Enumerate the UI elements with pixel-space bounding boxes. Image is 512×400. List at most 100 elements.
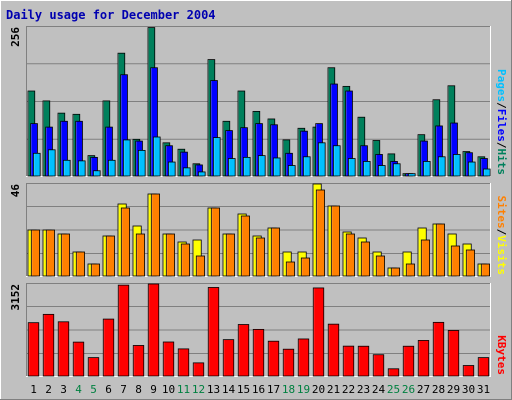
bar-pages-day-16 bbox=[257, 155, 266, 177]
bar-kbytes-day-29 bbox=[447, 330, 460, 377]
bar-pages-day-11-outline bbox=[182, 167, 191, 177]
bar-sites-day-5-outline bbox=[90, 263, 100, 277]
bar-files-day-22-fill bbox=[345, 91, 353, 176]
bar-sites-day-29-outline bbox=[450, 245, 460, 277]
bar-sites-day-16-fill bbox=[256, 238, 265, 276]
bar-pages-day-1-outline bbox=[33, 152, 41, 177]
bar-pages-day-22-outline bbox=[347, 158, 356, 177]
bar-kbytes-day-11 bbox=[177, 348, 190, 377]
y-max-label-panel-2: 46 bbox=[9, 184, 22, 198]
bar-sites-day-8-fill bbox=[136, 234, 145, 276]
bar-sites-day-4 bbox=[75, 251, 85, 277]
x-tick-label-day-28: 28 bbox=[432, 383, 445, 396]
bar-sites-day-7 bbox=[120, 207, 130, 277]
bar-files-day-15-fill bbox=[240, 127, 248, 176]
bar-kbytes-day-17 bbox=[267, 340, 280, 377]
bar-sites-day-3 bbox=[60, 233, 70, 277]
bar-sites-day-19-outline bbox=[300, 257, 310, 277]
x-tick-label-day-10: 10 bbox=[162, 383, 175, 396]
bar-sites-day-6 bbox=[105, 235, 115, 277]
legend-part: Hits bbox=[495, 149, 508, 176]
bar-files-day-12-fill bbox=[195, 164, 203, 176]
bar-kbytes-day-27 bbox=[417, 340, 430, 377]
bar-pages-day-21-fill bbox=[333, 145, 341, 176]
bar-kbytes-day-19 bbox=[297, 338, 310, 377]
bar-pages-day-21-outline bbox=[332, 145, 341, 177]
y-max-label-panel-1: 256 bbox=[9, 27, 22, 47]
bar-sites-day-7-fill bbox=[121, 208, 130, 276]
chart-panel-2: 46 Sites/Visits bbox=[9, 183, 508, 277]
bar-pages-day-7-fill bbox=[123, 139, 131, 176]
bar-kbytes-day-9 bbox=[147, 283, 160, 377]
x-tick-label-day-6: 6 bbox=[105, 383, 112, 396]
bar-sites-day-9-outline bbox=[150, 193, 160, 277]
bar-sites-day-4-fill bbox=[76, 252, 85, 276]
bar-pages-day-13-outline bbox=[212, 137, 221, 177]
bar-kbytes-day-31 bbox=[477, 357, 490, 377]
bar-pages-day-27 bbox=[422, 161, 431, 177]
bar-pages-day-28-fill bbox=[438, 156, 446, 176]
bar-pages-day-8-fill bbox=[138, 150, 146, 176]
bar-kbytes-day-12-fill bbox=[193, 362, 204, 376]
bar-pages-day-6-outline bbox=[108, 159, 116, 177]
x-tick-label-day-17: 17 bbox=[267, 383, 280, 396]
bar-sites-day-17 bbox=[270, 227, 280, 277]
bar-kbytes-day-1-outline bbox=[27, 322, 40, 377]
bar-kbytes-day-5-outline bbox=[87, 357, 100, 377]
bar-sites-day-9 bbox=[150, 193, 160, 277]
x-tick-label-day-26: 26 bbox=[402, 383, 415, 396]
bar-sites-day-12-outline bbox=[195, 255, 205, 277]
bar-pages-day-1 bbox=[33, 152, 41, 177]
bar-kbytes-day-10-fill bbox=[163, 341, 174, 376]
bar-files-day-14-fill bbox=[225, 130, 233, 176]
chart-panel-3: 3152 KBytes bbox=[9, 283, 508, 377]
bar-sites-day-27-fill bbox=[421, 240, 430, 276]
x-tick-label-day-12: 12 bbox=[192, 383, 205, 396]
bar-pages-day-24 bbox=[377, 165, 386, 177]
bar-files-day-5-fill bbox=[90, 157, 98, 176]
bar-kbytes-day-22-outline bbox=[342, 345, 355, 377]
x-tick-label-day-8: 8 bbox=[135, 383, 142, 396]
bar-pages-day-13-fill bbox=[213, 137, 221, 176]
x-tick-label-day-29: 29 bbox=[447, 383, 460, 396]
bar-pages-day-30-fill bbox=[468, 162, 476, 176]
x-tick-label-day-18: 18 bbox=[282, 383, 295, 396]
bar-kbytes-day-9-fill bbox=[148, 284, 159, 376]
bar-kbytes-day-3-outline bbox=[57, 321, 70, 377]
bar-kbytes-day-10 bbox=[162, 341, 175, 377]
bar-sites-day-11-fill bbox=[181, 244, 190, 276]
bar-files-day-18-fill bbox=[285, 153, 293, 176]
bar-kbytes-day-1 bbox=[27, 322, 40, 377]
bar-sites-day-14-fill bbox=[226, 234, 235, 276]
bar-kbytes-day-14-fill bbox=[223, 339, 234, 376]
bar-pages-day-23-outline bbox=[362, 161, 371, 177]
x-tick-label-day-31: 31 bbox=[477, 383, 490, 396]
bar-sites-day-9-fill bbox=[151, 194, 160, 276]
bar-sites-day-2-fill bbox=[46, 230, 55, 276]
bar-kbytes-day-13-outline bbox=[207, 287, 220, 377]
bar-kbytes-day-31-outline bbox=[477, 357, 490, 377]
bar-pages-day-8 bbox=[137, 149, 146, 177]
bar-sites-day-28-fill bbox=[436, 224, 445, 276]
bar-pages-day-15 bbox=[242, 156, 251, 177]
bar-pages-day-17-outline bbox=[272, 157, 281, 177]
bar-kbytes-day-31-fill bbox=[478, 357, 489, 376]
bar-pages-day-20 bbox=[317, 142, 326, 177]
bar-pages-day-5 bbox=[93, 170, 101, 177]
bar-sites-day-29-fill bbox=[451, 246, 460, 276]
bar-sites-day-19 bbox=[300, 257, 310, 277]
bar-pages-day-31-fill bbox=[483, 169, 491, 176]
bar-sites-day-20 bbox=[315, 189, 325, 277]
bar-kbytes-day-9-outline bbox=[147, 283, 160, 377]
bar-sites-day-28 bbox=[435, 223, 445, 277]
bar-sites-day-19-fill bbox=[301, 258, 310, 276]
bar-sites-day-27 bbox=[420, 239, 430, 277]
bar-kbytes-day-4 bbox=[72, 341, 85, 377]
bar-sites-day-17-outline bbox=[270, 227, 280, 277]
bar-kbytes-day-2 bbox=[42, 313, 55, 377]
bar-pages-day-10 bbox=[167, 161, 176, 177]
bar-pages-day-28-outline bbox=[437, 156, 446, 177]
bar-kbytes-day-27-fill bbox=[418, 340, 429, 376]
bar-kbytes-day-18 bbox=[282, 348, 295, 377]
